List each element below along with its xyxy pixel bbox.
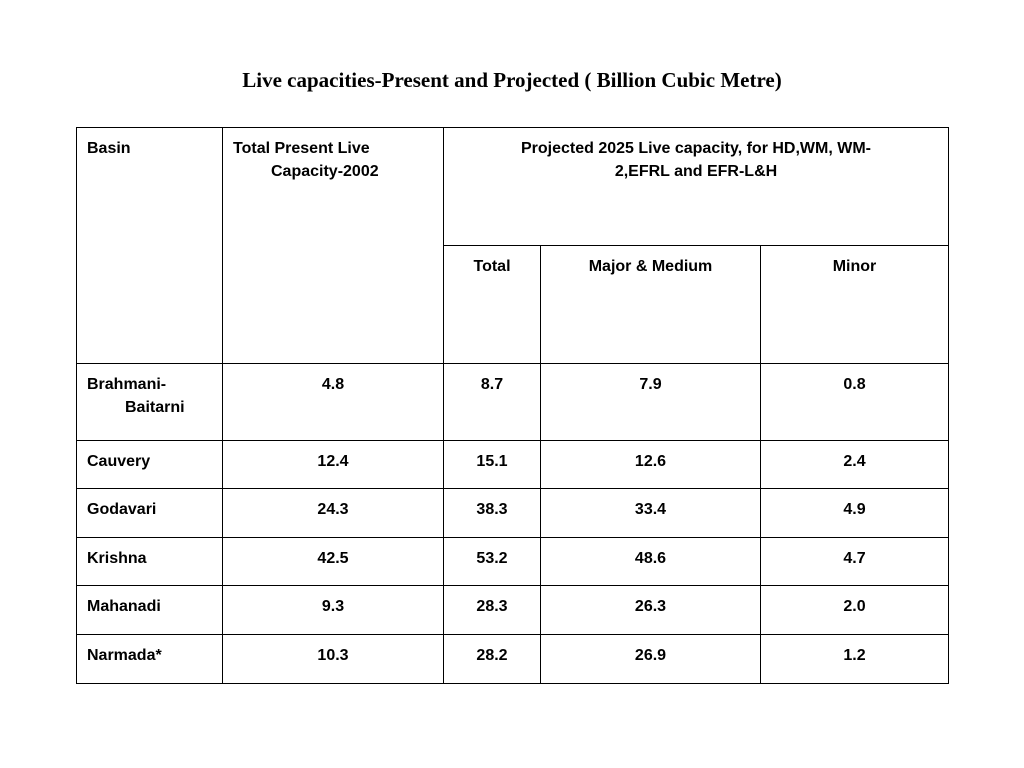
table-row: Brahmani- Baitarni 4.8 8.7 7.9 0.8 <box>76 363 949 441</box>
cell-basin: Godavari <box>76 488 223 538</box>
cell-major: 26.9 <box>540 634 761 684</box>
header-present-capacity: Total Present Live Capacity-2002 <box>222 127 444 364</box>
header-projected-capacity: Projected 2025 Live capacity, for HD,WM,… <box>443 127 949 246</box>
header-projected-line2: 2,EFRL and EFR-L&H <box>614 163 778 180</box>
cell-minor: 1.2 <box>760 634 949 684</box>
header-minor-label: Minor <box>832 258 877 275</box>
cell-present: 4.8 <box>222 363 444 441</box>
cell-minor: 2.4 <box>760 440 949 489</box>
cell-total: 28.2 <box>443 634 541 684</box>
cell-major: 26.3 <box>540 585 761 635</box>
table-header-row: Basin Total Present Live Capacity-2002 P… <box>76 127 949 364</box>
header-minor: Minor <box>760 245 949 364</box>
basin-name-line2: Baitarni <box>125 399 185 416</box>
cell-basin: Cauvery <box>76 440 223 489</box>
cell-major: 12.6 <box>540 440 761 489</box>
cell-total: 53.2 <box>443 537 541 586</box>
cell-total: 15.1 <box>443 440 541 489</box>
cell-present: 24.3 <box>222 488 444 538</box>
header-projected-line1: Projected 2025 Live capacity, for HD,WM,… <box>520 140 871 157</box>
cell-minor: 4.7 <box>760 537 949 586</box>
table-subheader-row: Total Major & Medium Minor <box>77 245 949 364</box>
cell-basin: Krishna <box>76 537 223 586</box>
header-major-medium: Major & Medium <box>540 245 761 364</box>
cell-major: 48.6 <box>540 537 761 586</box>
cell-major: 33.4 <box>540 488 761 538</box>
cell-total: 28.3 <box>443 585 541 635</box>
basin-name-line1: Brahmani- <box>87 376 167 393</box>
table-row: Godavari 24.3 38.3 33.4 4.9 <box>76 488 949 538</box>
cell-basin: Narmada* <box>76 634 223 684</box>
cell-present: 10.3 <box>222 634 444 684</box>
header-present-line1: Total Present Live <box>233 140 370 157</box>
cell-minor: 0.8 <box>760 363 949 441</box>
header-basin-label: Basin <box>87 140 131 157</box>
cell-minor: 2.0 <box>760 585 949 635</box>
cell-present: 9.3 <box>222 585 444 635</box>
cell-present: 12.4 <box>222 440 444 489</box>
cell-basin: Mahanadi <box>76 585 223 635</box>
table-row: Cauvery 12.4 15.1 12.6 2.4 <box>76 440 949 489</box>
header-major-label: Major & Medium <box>588 258 713 275</box>
cell-total: 38.3 <box>443 488 541 538</box>
page-title: Live capacities-Present and Projected ( … <box>242 68 782 92</box>
header-present-line2: Capacity-2002 <box>271 163 379 180</box>
table-row: Narmada* 10.3 28.2 26.9 1.2 <box>76 634 949 684</box>
header-total: Total <box>443 245 541 364</box>
cell-present: 42.5 <box>222 537 444 586</box>
cell-basin: Brahmani- Baitarni <box>76 363 223 441</box>
table-row: Mahanadi 9.3 28.3 26.3 2.0 <box>76 585 949 635</box>
capacity-table: Basin Total Present Live Capacity-2002 P… <box>76 127 949 684</box>
cell-major: 7.9 <box>540 363 761 441</box>
header-basin: Basin <box>76 127 223 364</box>
table-row: Krishna 42.5 53.2 48.6 4.7 <box>76 537 949 586</box>
cell-total: 8.7 <box>443 363 541 441</box>
cell-minor: 4.9 <box>760 488 949 538</box>
header-total-label: Total <box>473 258 511 275</box>
